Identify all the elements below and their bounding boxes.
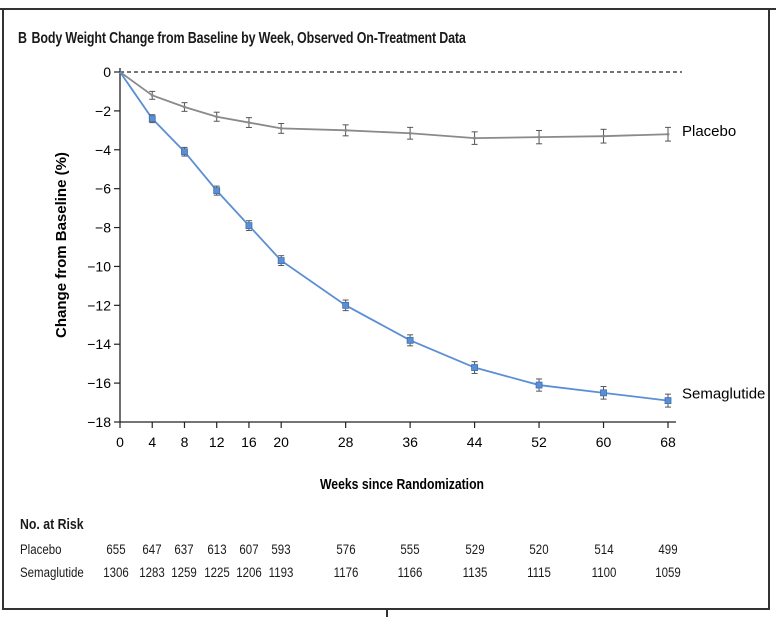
y-tick-label: −12 bbox=[87, 297, 111, 313]
panel-title-text: Body Weight Change from Baseline by Week… bbox=[31, 30, 466, 47]
panel-letter: B bbox=[18, 30, 27, 47]
risk-table-header: No. at Risk bbox=[20, 516, 84, 533]
risk-value: 1193 bbox=[268, 565, 294, 580]
placebo-point bbox=[215, 115, 219, 119]
y-tick-label: −10 bbox=[87, 258, 111, 274]
weight-change-chart: 0 −2 −4 −6 −8 −10 −12 −14 −16 −18 0 4 8 12 16 20 28 36 44 5… bbox=[53, 64, 765, 493]
placebo-point bbox=[182, 105, 186, 109]
x-tick-label: 60 bbox=[596, 434, 612, 450]
chart-axes: 0 −2 −4 −6 −8 −10 −12 −14 −16 −18 0 4 8 12 16 20 28 36 44 5… bbox=[87, 64, 682, 450]
x-tick-label: 4 bbox=[148, 434, 156, 450]
x-tick-label: 52 bbox=[531, 434, 547, 450]
semaglutide-line bbox=[119, 71, 669, 402]
figure-right-border bbox=[768, 10, 770, 610]
placebo-point bbox=[666, 132, 670, 136]
y-tick-label: −4 bbox=[95, 142, 111, 158]
risk-value: 529 bbox=[465, 542, 485, 557]
risk-value: 655 bbox=[106, 542, 126, 557]
placebo-line bbox=[119, 71, 669, 140]
placebo-point bbox=[150, 93, 154, 97]
risk-value: 607 bbox=[239, 542, 259, 557]
risk-value: 576 bbox=[336, 542, 356, 557]
risk-value: 1225 bbox=[203, 565, 230, 580]
risk-row-placebo: Placebo 655 647 637 613 607 593 576 555 529 520 51… bbox=[0, 542, 776, 560]
risk-value: 555 bbox=[400, 542, 420, 557]
risk-value: 499 bbox=[658, 542, 678, 557]
y-tick-label: −14 bbox=[87, 336, 111, 352]
risk-value: 1206 bbox=[236, 565, 262, 580]
x-tick-label: 0 bbox=[116, 434, 124, 450]
placebo-point bbox=[537, 135, 541, 139]
x-tick-label: 44 bbox=[467, 434, 483, 450]
semaglutide-point bbox=[277, 257, 285, 265]
semaglutide-point bbox=[406, 336, 414, 344]
placebo-point bbox=[408, 131, 412, 135]
figure-divider bbox=[386, 608, 388, 617]
semaglutide-point bbox=[213, 187, 221, 195]
risk-value: 647 bbox=[142, 542, 162, 557]
risk-value: 1166 bbox=[397, 565, 423, 580]
x-tick-label: 68 bbox=[660, 434, 676, 450]
risk-row-semaglutide: Semaglutide 1306 1283 1259 1225 1206 1193 1176… bbox=[0, 565, 776, 583]
risk-value: 520 bbox=[529, 542, 549, 557]
risk-value: 514 bbox=[593, 542, 614, 557]
x-axis-label: Weeks since Randomization bbox=[320, 476, 484, 493]
risk-row-label: Semaglutide bbox=[20, 565, 84, 580]
risk-value: 1283 bbox=[139, 565, 166, 580]
risk-value: 1115 bbox=[527, 565, 551, 580]
x-tick-label: 36 bbox=[402, 434, 418, 450]
x-tick-label: 8 bbox=[181, 434, 189, 450]
placebo-point bbox=[602, 134, 606, 138]
placebo-point bbox=[344, 128, 348, 132]
risk-value: 1059 bbox=[655, 565, 681, 580]
chart-series: Placebo Semaglutide bbox=[119, 71, 765, 408]
risk-value: 1259 bbox=[171, 565, 198, 580]
panel-title: B Body Weight Change from Baseline by Wee… bbox=[18, 30, 466, 48]
x-tick-label: 20 bbox=[273, 434, 289, 450]
y-tick-label: −8 bbox=[95, 220, 111, 236]
semaglutide-point bbox=[535, 381, 543, 389]
figure-top-border bbox=[0, 0, 776, 10]
y-axis-label: Change from Baseline (%) bbox=[53, 152, 70, 338]
semaglutide-point bbox=[245, 222, 253, 230]
placebo-series-label: Placebo bbox=[682, 123, 736, 140]
semaglutide-point bbox=[181, 148, 188, 156]
risk-value: 1176 bbox=[333, 565, 358, 580]
semaglutide-point bbox=[148, 115, 156, 123]
semaglutide-series-label: Semaglutide bbox=[682, 386, 765, 403]
semaglutide-point bbox=[600, 389, 607, 397]
placebo-point bbox=[247, 121, 251, 125]
risk-value: 613 bbox=[207, 542, 227, 557]
y-tick-label: −18 bbox=[87, 414, 111, 430]
y-tick-label: −2 bbox=[95, 103, 111, 119]
x-tick-label: 16 bbox=[241, 434, 257, 450]
placebo-point bbox=[473, 136, 477, 140]
risk-value: 1306 bbox=[103, 565, 129, 580]
placebo-point bbox=[279, 126, 283, 130]
figure-left-border bbox=[2, 10, 4, 610]
risk-value: 1135 bbox=[462, 565, 487, 580]
x-tick-label: 12 bbox=[209, 434, 225, 450]
risk-row-label: Placebo bbox=[20, 542, 62, 557]
semaglutide-point bbox=[664, 397, 672, 405]
x-tick-label: 28 bbox=[338, 434, 354, 450]
risk-value: 593 bbox=[271, 542, 291, 557]
risk-value: 637 bbox=[174, 542, 195, 557]
y-tick-label: −6 bbox=[95, 181, 111, 197]
semaglutide-point bbox=[471, 364, 478, 371]
y-tick-label: −16 bbox=[87, 375, 111, 391]
risk-value: 1100 bbox=[591, 565, 616, 580]
semaglutide-point bbox=[342, 301, 350, 309]
y-tick-label: 0 bbox=[103, 64, 111, 80]
